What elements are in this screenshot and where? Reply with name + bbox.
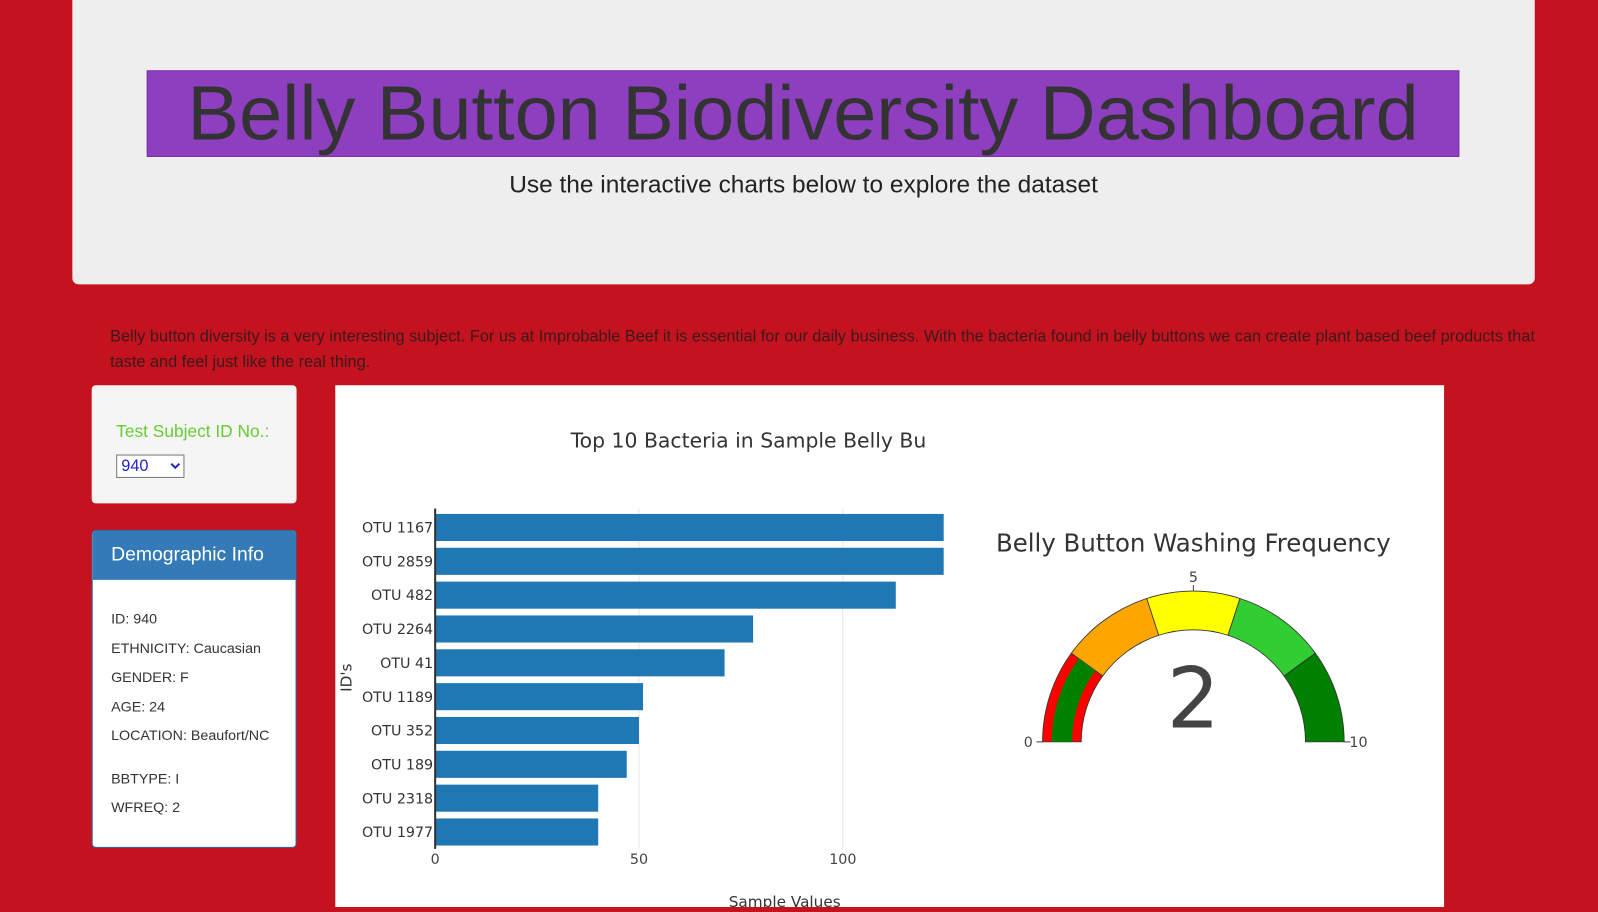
demographic-item: WFREQ: 2	[111, 798, 181, 816]
gauge-value: 2	[1167, 650, 1220, 748]
bars	[435, 513, 944, 846]
bar	[435, 615, 754, 643]
page-title: Belly Button Biodiversity Dashboard	[146, 70, 1460, 157]
demographic-item: ETHNICITY: Caucasian	[111, 639, 261, 656]
y-tick-label: OTU 189	[371, 757, 433, 773]
gauge-bar	[1051, 658, 1096, 742]
demographic-title: Demographic Info	[92, 530, 296, 580]
gauge-title: Belly Button Washing Frequency	[996, 528, 1391, 557]
y-tick-label: OTU 1977	[362, 825, 433, 841]
y-tick-label: OTU 2318	[362, 791, 433, 807]
selector-panel: Test Subject ID No.: 940	[91, 385, 297, 504]
charts: Top 10 Bacteria in Sample Belly Bu0 50 100…	[338, 428, 1391, 911]
intro-text: Belly button diversity is a very interes…	[110, 328, 1535, 371]
page-subtitle: Use the interactive charts below to expl…	[509, 171, 1098, 199]
demographic-item: BBTYPE: I	[111, 769, 180, 787]
chart-panel: Top 10 Bacteria in Sample Belly Bu 0 50 100…	[335, 385, 1445, 911]
bar	[435, 547, 944, 575]
bar	[435, 649, 725, 677]
x-axis-label: Sample Values	[729, 893, 841, 907]
y-tick-label: OTU 1167	[362, 521, 433, 537]
demographic-item: ID: 940	[111, 610, 158, 627]
bar	[435, 784, 599, 812]
gauge-tick-label: 0	[1024, 735, 1033, 751]
bar	[435, 716, 639, 745]
y-tick-label: OTU 2859	[362, 554, 433, 570]
bar	[435, 818, 599, 846]
demographic-item: GENDER: F	[111, 668, 189, 685]
y-tick-label: OTU 41	[380, 656, 433, 672]
subject-select[interactable]: 940	[116, 454, 185, 478]
y-tick-label: OTU 482	[371, 588, 433, 604]
gauge-step	[1146, 590, 1241, 636]
selector-label: Test Subject ID No.:	[116, 421, 270, 442]
bar	[435, 750, 627, 778]
demographic-item: LOCATION: Beaufort/NC	[111, 726, 270, 743]
y-axis-label: ID's	[338, 663, 356, 691]
x-tick-label: 0	[431, 852, 440, 868]
y-tick-label: OTU 352	[371, 724, 433, 740]
bar	[435, 581, 896, 609]
demographic-item: AGE: 24	[111, 697, 166, 714]
gauge-tick-label: 10	[1349, 735, 1367, 751]
header: Belly Button Biodiversity Dashboard Use …	[72, 0, 1535, 285]
y-tick-label: OTU 1189	[362, 690, 433, 706]
bar	[435, 683, 644, 711]
x-tick-label: 100	[829, 852, 856, 868]
demographic-panel: Demographic Info ID: 940 ETHNICITY: Cauca…	[91, 529, 297, 848]
chart-title: Top 10 Bacteria in Sample Belly Bu	[570, 428, 927, 452]
y-tick-label: OTU 2264	[362, 622, 433, 638]
x-tick-label: 50	[630, 852, 648, 868]
gauge-tick-label: 5	[1189, 570, 1198, 586]
bar	[435, 513, 944, 542]
